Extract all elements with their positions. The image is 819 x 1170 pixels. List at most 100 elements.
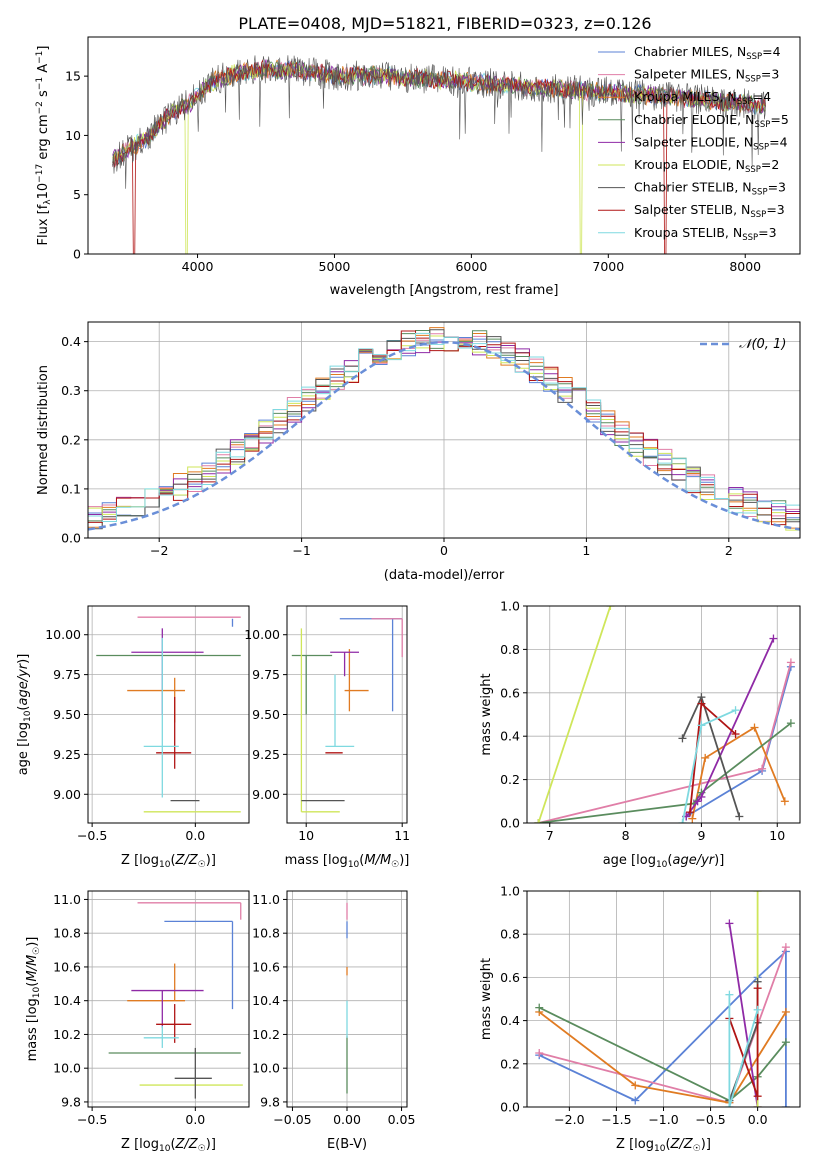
plus-marker bbox=[786, 658, 795, 667]
y-tick-label: 0.0 bbox=[500, 816, 520, 831]
error-cross bbox=[371, 618, 403, 658]
plus-marker bbox=[678, 819, 687, 823]
y-tick-label: 10.0 bbox=[252, 1061, 280, 1076]
error-cross bbox=[330, 651, 359, 677]
x-tick-label: −0.5 bbox=[695, 1112, 725, 1127]
plot-area bbox=[534, 606, 795, 823]
plus-marker bbox=[781, 1007, 790, 1016]
error-cross bbox=[291, 654, 333, 715]
plus-marker bbox=[753, 1005, 762, 1014]
x-tick-label: 8 bbox=[622, 828, 630, 843]
x-axis-label: Z [log10(Z/Z☉)] bbox=[616, 1137, 711, 1154]
error-cross bbox=[344, 649, 369, 712]
plus-marker bbox=[753, 1103, 762, 1107]
plus-marker bbox=[750, 723, 759, 732]
plus-marker bbox=[693, 797, 702, 806]
y-axis-label: age [log10(age/yr)] bbox=[16, 654, 33, 776]
x-tick-label: 0.05 bbox=[388, 1112, 416, 1127]
y-tick-label: 9.50 bbox=[53, 707, 81, 722]
legend: Chabrier MILES, NSSP=4 Salpeter MILES, NS… bbox=[598, 44, 789, 243]
x-tick-label: 7000 bbox=[592, 259, 624, 274]
x-tick-label: 4000 bbox=[182, 259, 214, 274]
plus-marker bbox=[781, 1038, 790, 1047]
plus-marker bbox=[688, 814, 697, 823]
plus-marker bbox=[725, 919, 734, 928]
error-cross bbox=[300, 628, 340, 813]
plus-marker bbox=[780, 797, 789, 806]
y-tick-label: 9.25 bbox=[53, 747, 81, 762]
x-tick-label: −0.05 bbox=[273, 1112, 311, 1127]
y-tick-label: 9.50 bbox=[252, 707, 280, 722]
plus-marker bbox=[535, 1049, 544, 1057]
legend-entry: Salpeter STELIB, NSSP=3 bbox=[634, 202, 785, 220]
y-tick-label: 10.4 bbox=[252, 993, 280, 1008]
plot-area bbox=[88, 327, 800, 531]
error-cross bbox=[143, 1026, 179, 1048]
y-tick-label: 15 bbox=[65, 69, 81, 84]
axes-5: 7 8 9 10 0.0 0.2 0.4 0.6 0.8 1.0 mass weight age [l… bbox=[479, 599, 801, 870]
legend-entry: Chabrier STELIB, NSSP=3 bbox=[634, 180, 786, 198]
weight-line bbox=[538, 662, 792, 823]
axes-frame bbox=[526, 605, 801, 824]
y-axis-label: Flux [fλ10−17 erg cm−2 s−1 A−1] bbox=[35, 46, 53, 246]
y-tick-label: 0.4 bbox=[61, 334, 81, 349]
x-axis-label: wavelength [Angstrom, rest frame] bbox=[330, 283, 559, 298]
error-cross bbox=[131, 628, 204, 715]
legend-entry: Kroupa ELODIE, NSSP=2 bbox=[634, 157, 779, 175]
weight-line bbox=[728, 994, 759, 1107]
plus-marker bbox=[686, 808, 695, 817]
error-cross bbox=[156, 1004, 192, 1043]
axes-7: −0.05 0.00 0.05 9.8 10.0 10.2 10.4 10.6 10.8 11.0… bbox=[252, 890, 416, 1152]
plus-marker bbox=[731, 730, 740, 739]
y-tick-label: 0.4 bbox=[500, 729, 520, 744]
error-cross bbox=[174, 1047, 212, 1099]
plus-marker bbox=[781, 1103, 790, 1107]
x-tick-label: 0.0 bbox=[748, 1112, 768, 1127]
legend-entry: Chabrier ELODIE, NSSP=5 bbox=[634, 112, 789, 130]
error-cross bbox=[143, 637, 179, 798]
error-cross bbox=[164, 920, 234, 1010]
y-tick-label: 0.3 bbox=[61, 383, 81, 398]
plot-area bbox=[535, 891, 790, 1107]
weight-line bbox=[728, 923, 759, 1107]
legend-entry: Kroupa MILES, NSSP=4 bbox=[634, 89, 771, 107]
plus-marker bbox=[753, 984, 762, 993]
plus-marker bbox=[631, 1081, 640, 1090]
x-tick-label: 5000 bbox=[319, 259, 351, 274]
x-tick-label: 0 bbox=[440, 543, 448, 558]
plus-marker bbox=[753, 891, 762, 895]
x-tick-label: −1.5 bbox=[601, 1112, 631, 1127]
x-tick-label: 2 bbox=[725, 543, 733, 558]
error-cross bbox=[156, 696, 192, 769]
y-tick-label: 9.8 bbox=[260, 1094, 280, 1109]
legend-entry: Salpeter MILES, NSSP=3 bbox=[634, 67, 779, 85]
y-tick-label: 0 bbox=[73, 247, 81, 262]
y-tick-label: 9.8 bbox=[61, 1094, 81, 1109]
plot-area bbox=[108, 902, 243, 1099]
plot-area bbox=[291, 618, 403, 813]
axes-frame bbox=[87, 36, 801, 255]
x-tick-label: 0.00 bbox=[333, 1112, 361, 1127]
y-tick-label: 9.75 bbox=[252, 667, 280, 682]
y-tick-label: 0.4 bbox=[500, 1013, 520, 1028]
plus-marker bbox=[725, 990, 734, 999]
y-axis-label: mass [log10(M/M☉)] bbox=[25, 937, 42, 1062]
histogram-step bbox=[88, 332, 800, 522]
error-cross bbox=[127, 963, 186, 1002]
plus-marker bbox=[701, 753, 710, 762]
x-tick-label: −1.0 bbox=[648, 1112, 678, 1127]
axes-4: 10 11 9.00 9.25 9.50 9.75 10.00 mass [log10(M/M… bbox=[244, 605, 410, 870]
axes-2: −2 −1 0 1 2 0.0 0.1 0.2 0.3 0.4 (data-model)/error… bbox=[36, 321, 801, 583]
y-tick-label: 10.6 bbox=[252, 959, 280, 974]
y-tick-label: 9.00 bbox=[53, 787, 81, 802]
plus-marker bbox=[697, 699, 706, 708]
y-tick-label: 10.8 bbox=[252, 926, 280, 941]
plus-marker bbox=[735, 812, 744, 821]
x-tick-label: 1 bbox=[582, 543, 590, 558]
y-tick-label: 0.0 bbox=[500, 1100, 520, 1115]
x-tick-label: 0.0 bbox=[185, 1112, 205, 1127]
x-tick-label: 7 bbox=[546, 828, 554, 843]
axes-8: −2.0 −1.5 −1.0 −0.5 0.0 0.0 0.2 0.4 0.6 0.8 1.0 mas… bbox=[479, 884, 801, 1154]
x-axis-label: Z [log10(Z/Z☉)] bbox=[121, 1137, 216, 1154]
